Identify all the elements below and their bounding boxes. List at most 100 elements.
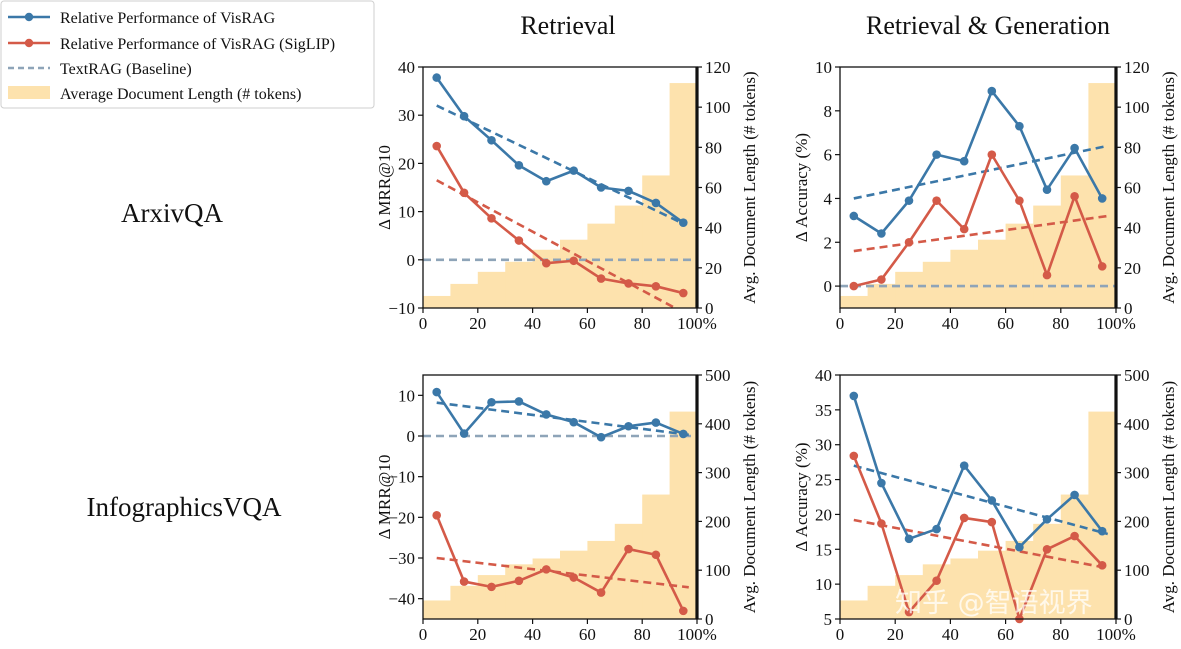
length-bar [423,600,451,619]
y-tick-label: 8 [824,102,833,121]
y2-tick-label: 0 [1124,610,1133,629]
x-tick-label: 20 [887,625,904,644]
length-bar [1005,223,1034,308]
x-tick-label: 100% [1096,625,1136,644]
x-tick-label: 20 [469,625,486,644]
point-visrag [542,176,551,186]
legend-frame [0,0,375,109]
length-bar [450,585,479,619]
point-visrag [569,417,578,427]
point-siglip [651,282,661,291]
y2-axis-label: Avg. Document Length (# tokens) [1159,381,1178,613]
x-tick-label: 40 [524,314,541,333]
point-visrag [651,198,661,208]
point-visrag [432,73,442,82]
y2-tick-label: 40 [1124,219,1141,238]
column-title-retrieval: Retrieval [520,11,615,40]
length-bar [1005,540,1034,619]
point-visrag [1015,121,1024,131]
point-visrag [877,229,886,238]
y2-tick-label: 500 [705,366,731,385]
legend-baseline-label: TextRAG (Baseline) [60,61,192,78]
y2-tick-label: 80 [705,138,722,157]
x-tick-label: 80 [1052,314,1069,333]
y2-tick-label: 0 [705,299,714,318]
point-siglip [1042,544,1052,554]
y2-tick-label: 60 [1124,179,1141,198]
y-axis-label: Δ MRR@10 [375,455,394,540]
length-bar [477,271,506,308]
length-bar [423,295,451,308]
legend-siglip-marker [24,38,34,48]
x-tick-label: 60 [579,314,596,333]
point-siglip [932,196,941,205]
y2-tick-label: 0 [1124,299,1133,318]
series-line-visrag [852,395,1104,549]
length-bar [895,271,924,308]
point-siglip [596,588,606,597]
point-visrag [514,397,524,406]
point-visrag [624,421,633,431]
point-visrag [459,429,469,438]
x-tick-label: 60 [997,314,1014,333]
point-siglip [1042,270,1052,280]
point-siglip [679,288,688,298]
point-siglip [459,188,469,198]
y2-tick-label: 60 [705,179,722,198]
y-tick-label: 20 [398,154,415,173]
y2-tick-label: 500 [1124,366,1150,385]
y-tick-label: 30 [398,106,415,125]
y-tick-label: 4 [824,189,833,208]
length-bar [840,295,869,308]
panel-infographics-generation: 0 20 40 60 80 100%510152025303540010020030040… [792,366,1178,644]
y2-tick-label: 200 [1124,512,1150,531]
point-siglip [904,607,914,617]
length-bar [477,575,506,619]
point-siglip [849,281,859,291]
y2-tick-label: 120 [705,58,731,77]
length-bar [587,223,616,308]
y-tick-label: 10 [815,58,832,77]
point-visrag [877,478,886,488]
y-tick-label: 10 [815,575,832,594]
point-siglip [542,258,551,268]
y2-tick-label: 300 [705,464,731,483]
y-tick-label: 10 [398,386,415,405]
point-visrag [959,156,969,166]
point-siglip [487,582,496,592]
length-bar [1088,411,1116,619]
length-bar [867,283,896,308]
x-tick-label: 100% [677,625,717,644]
point-visrag [959,461,969,470]
panel-arxivqa-retrieval: 0 20 40 60 80 100%−10010203040020406080100120… [375,58,759,333]
panel-infographics-retrieval: 0 20 40 60 80 100%−40−30−20−10010010020030040… [375,366,759,644]
point-siglip [514,576,524,586]
length-bar [560,550,588,619]
legend-bars-label: Average Document Length (# tokens) [60,86,301,103]
point-siglip [987,517,997,527]
x-tick-label: 0 [419,625,428,644]
y2-axis-label: Avg. Document Length (# tokens) [740,381,759,613]
y-axis-label: Δ Accuracy (%) [792,442,811,551]
y-tick-label: 2 [824,233,833,252]
series-line-visrag [435,76,685,224]
point-siglip [1070,531,1079,541]
y2-tick-label: 400 [1124,415,1150,434]
y-tick-label: 40 [815,366,832,385]
y2-tick-label: 300 [1124,464,1150,483]
point-siglip [849,451,859,461]
column-title-retrieval-generation: Retrieval & Generation [866,11,1110,40]
point-visrag [1070,490,1079,500]
row-label-arxivqa: ArxivQA [121,198,223,228]
point-visrag [932,150,941,159]
legend-visrag-label: Relative Performance of VisRAG [60,10,276,27]
x-tick-label: 60 [997,625,1014,644]
y-tick-label: 5 [824,610,833,629]
point-siglip [542,565,551,574]
point-visrag [1015,542,1024,552]
y-tick-label: 15 [815,540,832,559]
point-visrag [432,387,442,397]
point-visrag [569,166,578,175]
trend-line-visrag [853,144,1108,200]
point-siglip [1015,196,1024,205]
